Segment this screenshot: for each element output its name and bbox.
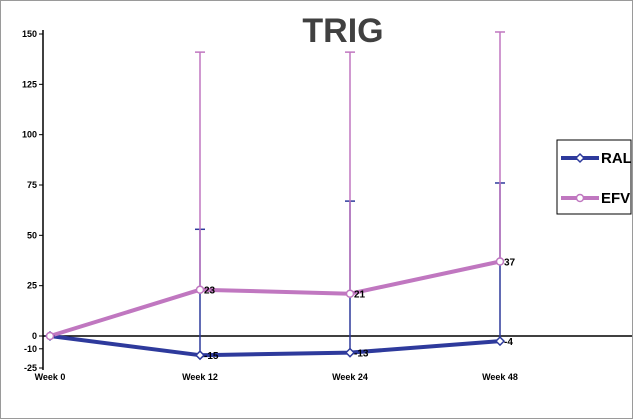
point-efv [45,331,55,341]
y-tick-label: 0 [32,331,37,341]
series-lines [49,259,501,358]
y-tick-label: -10 [24,344,37,354]
x-tick-label: Week 48 [482,372,518,382]
y-tick-label: 125 [22,79,37,89]
legend: RAL EFV [556,139,632,215]
chart-title: TRIG [302,12,383,50]
y-tick-label: 25 [27,281,37,291]
point-efv [195,285,205,294]
error-bars [195,31,505,356]
legend-marker-efv [575,193,585,203]
y-tick-label: 50 [27,230,37,240]
legend-label-ral: RAL [601,150,632,167]
series-line-efv [49,259,501,338]
y-tick-label: 100 [22,130,37,140]
data-label-efv: 21 [354,290,366,301]
data-label-efv: 23 [204,286,216,297]
series-line-ral [49,334,501,358]
x-tick-label: Week 12 [182,372,218,382]
y-axis-ticks: 150 125 100 75 50 25 0 -10 -25 [22,29,43,373]
point-efv [345,289,355,298]
point-ral [494,336,506,347]
data-label-ral: -13 [354,349,369,360]
x-tick-label: Week 0 [35,372,66,382]
data-points [44,257,506,361]
y-tick-label: 150 [22,29,37,39]
data-labels: -15 -13 -4 23 21 37 [204,258,516,363]
data-label-efv: 37 [504,258,516,269]
point-efv [495,257,505,266]
legend-box [556,139,632,215]
y-tick-label: -25 [24,363,37,373]
y-tick-label: 75 [27,180,37,190]
point-ral [194,350,206,361]
legend-marker-ral [574,152,586,164]
legend-label-efv: EFV [601,190,630,207]
data-label-ral: -4 [504,337,513,348]
point-ral [344,347,356,358]
data-label-ral: -15 [204,351,219,362]
axes [42,30,632,370]
x-tick-label: Week 24 [332,372,368,382]
